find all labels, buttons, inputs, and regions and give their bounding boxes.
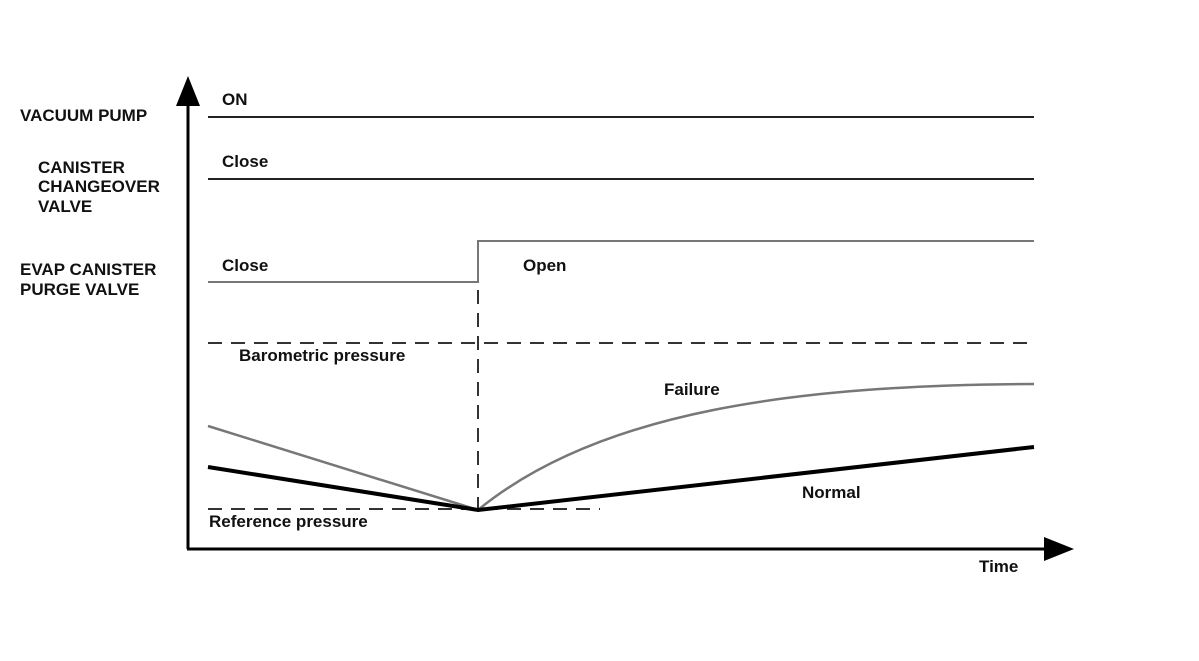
normal-curve	[207, 445, 1035, 513]
row-label: VALVE	[38, 197, 92, 216]
state-label: ON	[222, 90, 248, 109]
state-label: Close	[222, 152, 268, 171]
row-label: CHANGEOVER	[38, 177, 160, 196]
pressure-label: Barometric pressure	[239, 346, 405, 365]
purge-valve-line	[208, 240, 1034, 283]
row-label: PURGE VALVE	[20, 280, 139, 299]
state-label: Close	[222, 256, 268, 275]
row-label: EVAP CANISTER	[20, 260, 156, 279]
pressure-label: Reference pressure	[209, 512, 368, 531]
x-axis-label: Time	[979, 557, 1018, 576]
row-label: CANISTER	[38, 158, 125, 177]
state-label: Open	[523, 256, 566, 275]
pressure-label: Failure	[664, 380, 720, 399]
x-axis-arrow	[1044, 537, 1074, 561]
y-axis-arrow	[176, 76, 200, 106]
failure-curve	[207, 382, 1035, 512]
pressure-label: Normal	[802, 483, 861, 502]
row-label: VACUUM PUMP	[20, 106, 147, 125]
